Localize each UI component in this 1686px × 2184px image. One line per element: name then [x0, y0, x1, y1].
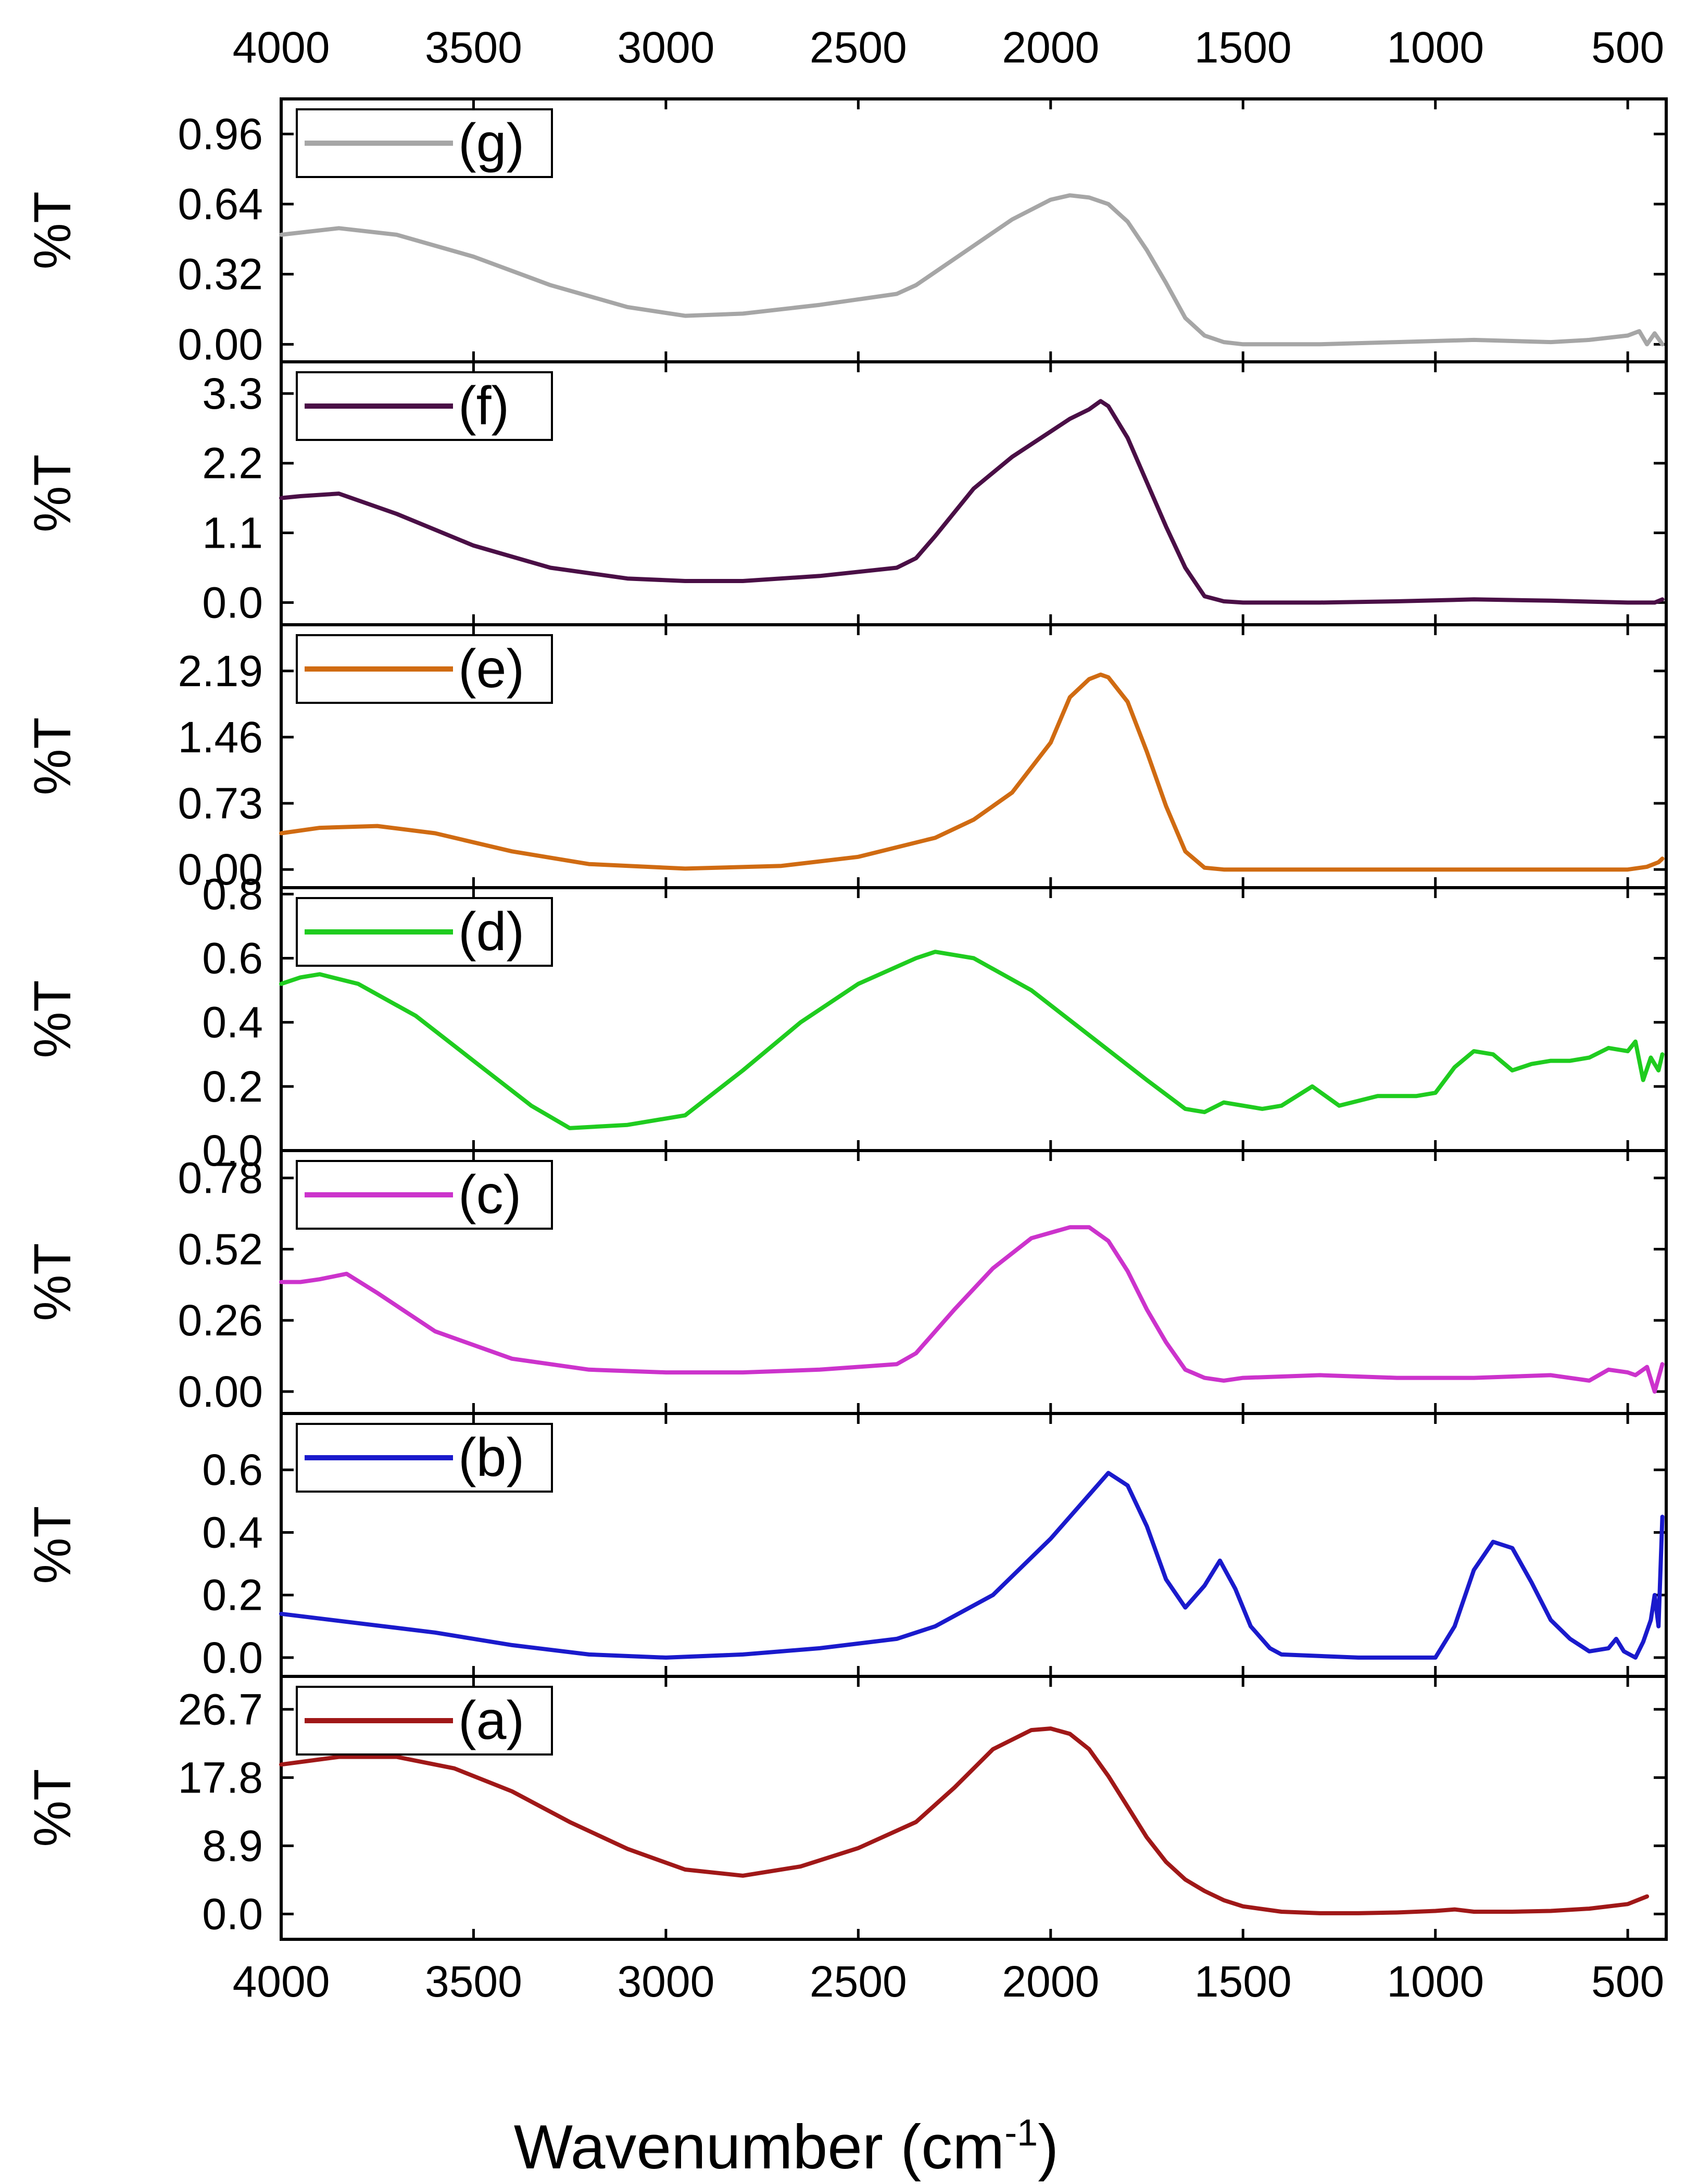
y-tick-label: 0.96 [178, 109, 263, 158]
y-tick-label: 0.00 [178, 1367, 263, 1416]
y-tick-label: 17.8 [178, 1753, 263, 1802]
bottom-x-tick-label: 2500 [810, 1957, 907, 2006]
y-tick-label: 0.00 [178, 320, 263, 369]
panel-frame [280, 1675, 1668, 1941]
series-line-a [279, 1726, 1650, 1915]
legend-label: (e) [458, 639, 524, 699]
panel-g: 0.00 0.32 0.64 0.96 %T (g) [23, 97, 1668, 369]
y-tick-label: 1.1 [202, 509, 263, 558]
y-tick-label: 0.4 [202, 998, 263, 1047]
y-tick-label: 0.0 [202, 1889, 263, 1938]
top-x-tick-label: 2500 [810, 23, 907, 72]
y-tick-label: 0.0 [202, 1126, 263, 1175]
x-axis-title: Wavenumber (cm-1) [514, 2112, 1059, 2182]
series-line-g [279, 193, 1665, 347]
y-tick-label: 0.73 [178, 779, 263, 828]
series-line-c [279, 1225, 1665, 1394]
top-x-tick-label: 2000 [1002, 23, 1099, 72]
legend-c: (c) [296, 1160, 553, 1230]
y-axis-label: %T [23, 1769, 82, 1847]
y-tick-label: 0.2 [202, 1062, 263, 1111]
top-x-tick-label: 3500 [425, 23, 522, 72]
bottom-x-tick-label: 3000 [617, 1957, 714, 2006]
top-x-tick-label: 1000 [1387, 23, 1484, 72]
panels-container: 0.000.320.640.96%T(g)0.01.12.23.3%T(f)0.… [23, 97, 1668, 1941]
y-axis-label: %T [23, 1506, 82, 1584]
panel-d: 0.0 0.2 0.4 0.6 0.8 %T (d) [23, 869, 1668, 1175]
bottom-x-tick-label: 4000 [233, 1957, 330, 2006]
y-axis-label: %T [23, 455, 82, 533]
top-x-tick-labels: 4000 3500 3000 2500 2000 1500 1000 500 [233, 23, 1665, 72]
legend-label: (g) [458, 113, 524, 173]
bottom-x-tick-label: 1500 [1194, 1957, 1292, 2006]
series-line-d [279, 950, 1665, 1130]
legend-label: (a) [458, 1690, 524, 1751]
y-tick-label: 0.78 [178, 1154, 263, 1203]
panel-b: 0.0 0.2 0.4 0.6 %T (b) [23, 1412, 1668, 1682]
y-tick-label: 0.64 [178, 180, 263, 229]
panel-e: 0.00 0.73 1.46 2.19 %T (e) [23, 623, 1668, 894]
y-tick-label: 0.8 [202, 869, 263, 918]
y-tick-label: 0.6 [202, 933, 263, 982]
x-axis-title-superscript: -1 [1004, 2112, 1038, 2154]
y-tick-label: 0.32 [178, 250, 263, 299]
panel-c: 0.00 0.26 0.52 0.78 %T (c) [23, 1149, 1668, 1416]
top-x-tick-label: 4000 [233, 23, 330, 72]
y-tick-label: 26.7 [178, 1685, 263, 1734]
top-x-tick-label: 500 [1591, 23, 1664, 72]
y-tick-label: 0.00 [178, 845, 263, 894]
legend-f: (f) [296, 371, 553, 441]
y-tick-label: 2.2 [202, 439, 263, 488]
y-tick-label: 0.2 [202, 1571, 263, 1620]
series-line-e [279, 672, 1665, 872]
bottom-x-tick-label: 2000 [1002, 1957, 1099, 2006]
y-tick-label: 0.6 [202, 1445, 263, 1494]
y-tick-label: 1.46 [178, 713, 263, 762]
bottom-x-tick-label: 500 [1591, 1957, 1664, 2006]
y-tick-label: 2.19 [178, 647, 263, 696]
legend-g: (g) [296, 108, 553, 178]
top-x-tick-label: 1500 [1194, 23, 1292, 72]
panel-a: 0.0 8.9 17.8 26.7 %T (a) [23, 1675, 1668, 1941]
x-axis-title-close: ) [1038, 2112, 1059, 2182]
bottom-x-tick-label: 1000 [1387, 1957, 1484, 2006]
bottom-x-tick-labels: 4000 3500 3000 2500 2000 1500 1000 500 [233, 1957, 1665, 2006]
y-tick-label: 8.9 [202, 1821, 263, 1870]
y-tick-label: 0.4 [202, 1508, 263, 1557]
top-x-tick-label: 3000 [617, 23, 714, 72]
legend-label: (c) [458, 1165, 521, 1225]
y-tick-label: 0.0 [202, 578, 263, 627]
legend-a: (a) [296, 1686, 553, 1756]
legend-label: (b) [458, 1428, 524, 1488]
legend-b: (b) [296, 1423, 553, 1493]
series-line-f [279, 399, 1665, 605]
y-tick-label: 0.26 [178, 1296, 263, 1345]
y-axis-label: %T [23, 980, 82, 1058]
y-axis-label: %T [23, 192, 82, 270]
y-axis-label: %T [23, 717, 82, 796]
legend-e: (e) [296, 634, 553, 704]
panel-f: 0.0 1.1 2.2 3.3 %T (f) [23, 360, 1668, 627]
y-tick-label: 0.52 [178, 1224, 263, 1273]
y-tick-label: 3.3 [202, 369, 263, 418]
legend-label: (d) [458, 902, 524, 962]
x-axis-title-main: Wavenumber (cm [514, 2112, 1004, 2182]
bottom-x-tick-label: 3500 [425, 1957, 522, 2006]
series-line-b [279, 1471, 1665, 1660]
y-axis-label: %T [23, 1243, 82, 1321]
legend-d: (d) [296, 897, 553, 967]
legend-label: (f) [458, 376, 509, 436]
y-tick-label: 0.0 [202, 1633, 263, 1682]
